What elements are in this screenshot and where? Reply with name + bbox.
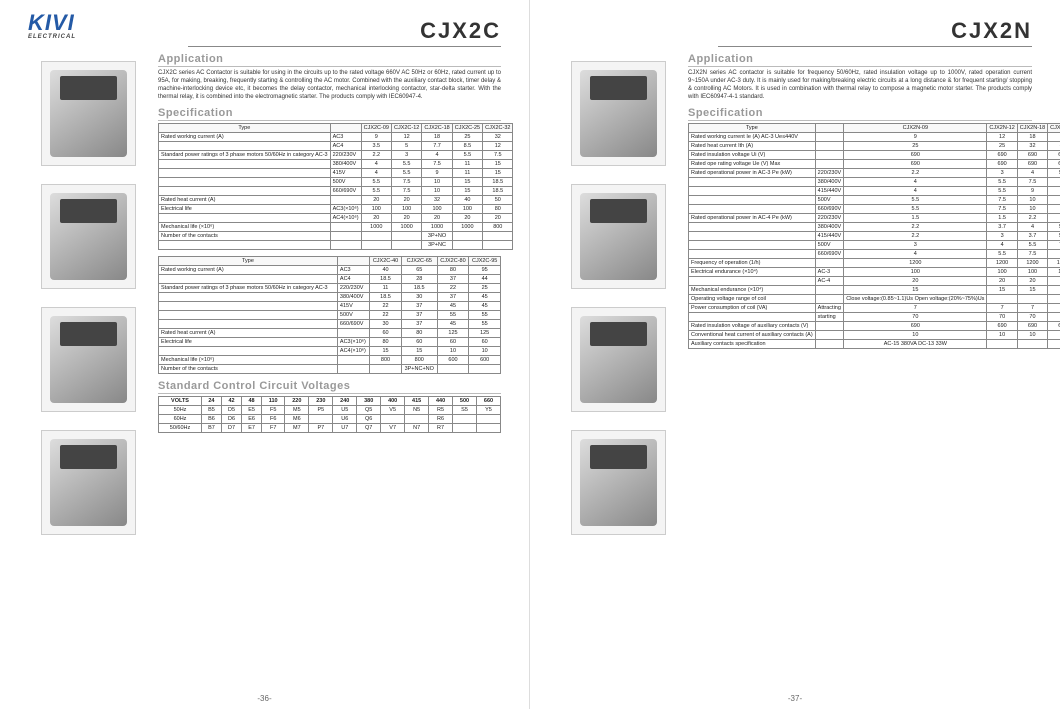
page-title-left: CJX2C	[188, 18, 501, 47]
page-title-right: CJX2N	[718, 18, 1032, 47]
right-content: Application CJX2N series AC contactor is…	[688, 53, 1032, 349]
product-thumb	[571, 307, 666, 412]
left-thumbnails	[28, 53, 148, 553]
product-thumb	[41, 61, 136, 166]
application-text: CJX2C series AC Contactor is suitable fo…	[158, 69, 501, 101]
catalog-spread: KIVI ELECTRICAL CJX2C Application CJX2C …	[0, 0, 1060, 709]
section-voltages: Standard Control Circuit Voltages	[158, 380, 501, 394]
product-thumb	[41, 430, 136, 535]
section-application: Application	[688, 53, 1032, 67]
product-thumb	[41, 184, 136, 289]
section-specification: Specification	[688, 107, 1032, 121]
logo: KIVI ELECTRICAL	[28, 10, 76, 40]
page-36: KIVI ELECTRICAL CJX2C Application CJX2C …	[0, 0, 530, 709]
section-specification: Specification	[158, 107, 501, 121]
application-text: CJX2N series AC contactor is suitable fo…	[688, 69, 1032, 101]
spec-table-right: TypeCJX2N-09CJX2N-12CJX2N-18CJX2N-25CJX2…	[688, 123, 1060, 349]
product-thumb	[571, 61, 666, 166]
spec-table-1: TypeCJX2C-09CJX2C-12CJX2C-18CJX2C-25CJX2…	[158, 123, 513, 250]
page-number: -36-	[0, 694, 529, 703]
product-thumb	[571, 430, 666, 535]
page-37: CJX2N Application CJX2N series AC contac…	[530, 0, 1060, 709]
spec-table-2: TypeCJX2C-40CJX2C-65CJX2C-80CJX2C-95Rate…	[158, 256, 501, 374]
logo-brand: KIVI	[28, 10, 76, 36]
voltage-table: VOLTS24424811022023024038040041544050066…	[158, 396, 501, 433]
logo-sub: ELECTRICAL	[28, 34, 76, 40]
page-number: -37-	[530, 694, 1060, 703]
product-thumb	[571, 184, 666, 289]
left-content: Application CJX2C series AC Contactor is…	[158, 53, 501, 433]
product-thumb	[41, 307, 136, 412]
section-application: Application	[158, 53, 501, 67]
right-thumbnails	[558, 53, 678, 553]
